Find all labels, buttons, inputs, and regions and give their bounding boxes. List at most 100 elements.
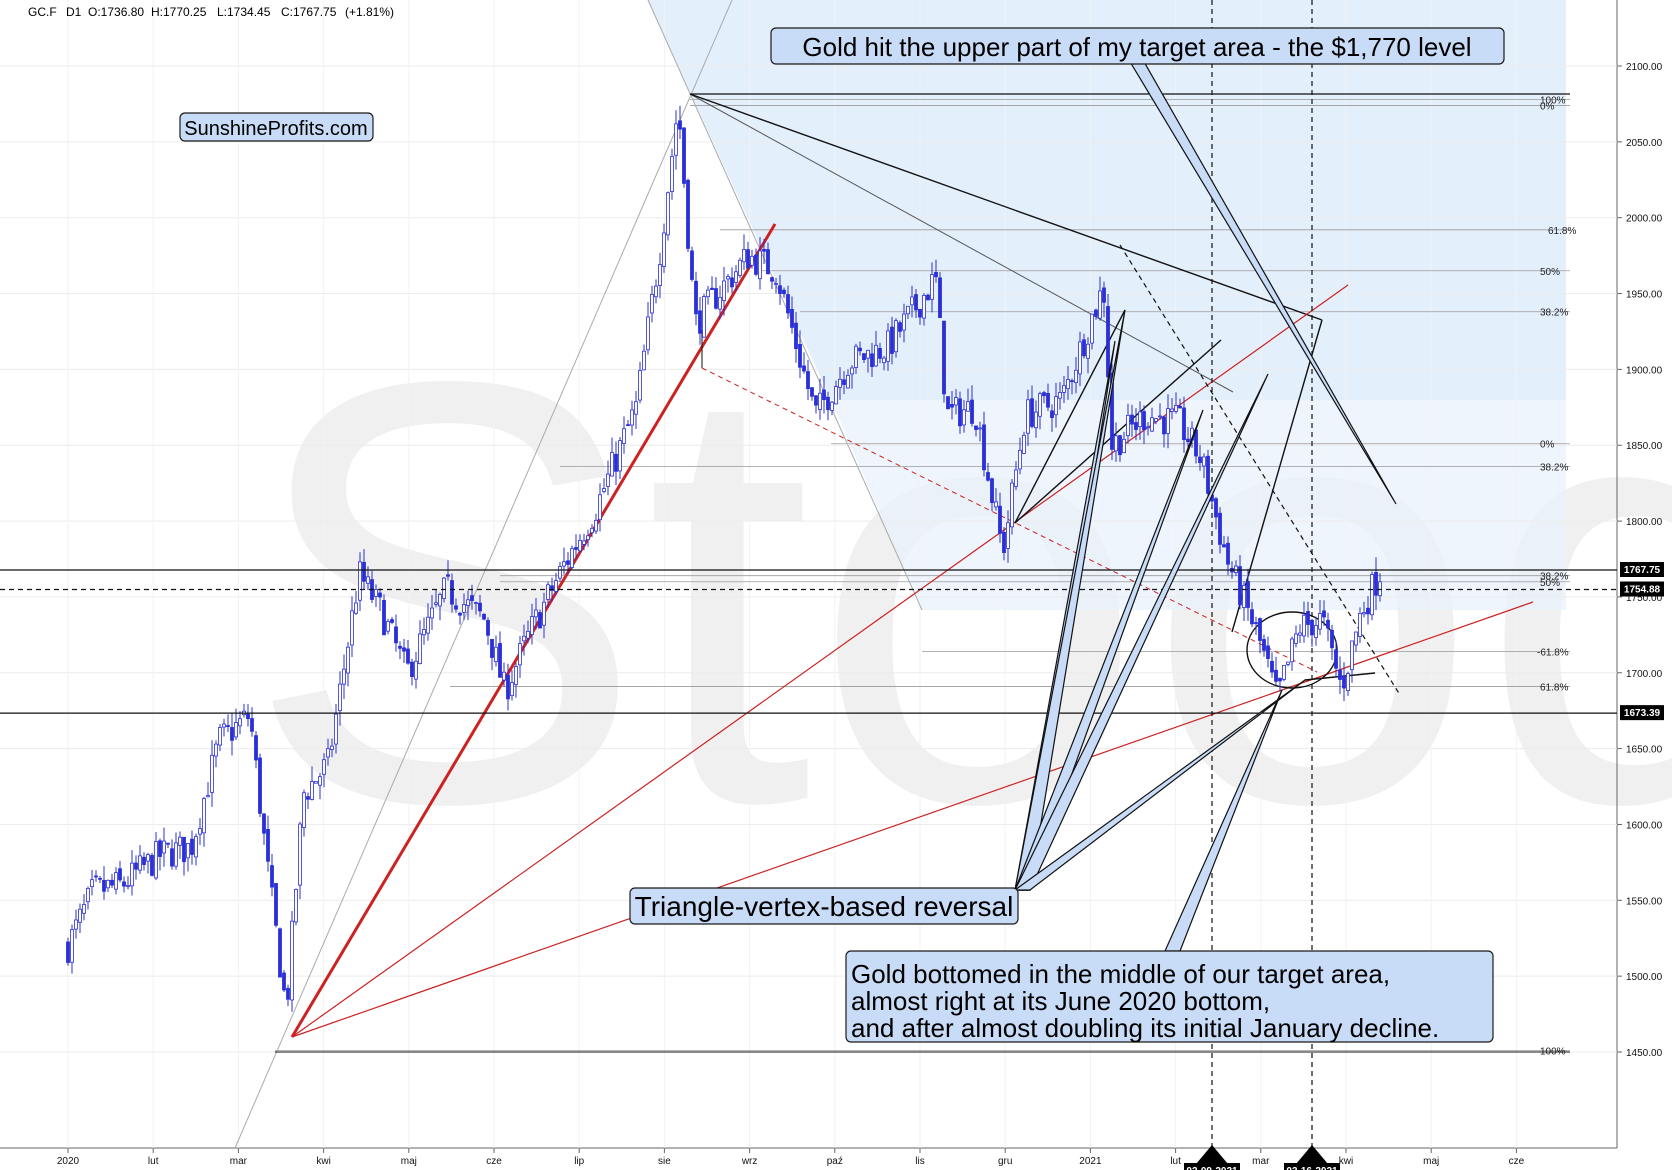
- candle-body: [614, 453, 618, 472]
- candle-body: [650, 294, 654, 314]
- candle-body: [846, 374, 850, 389]
- candle-body: [638, 370, 642, 401]
- candle-body: [1198, 456, 1202, 463]
- candle-body: [670, 155, 674, 192]
- header-open: O:1736.80: [88, 5, 144, 19]
- candle-body: [330, 745, 334, 750]
- candle-body: [274, 883, 278, 926]
- candle-body: [1010, 482, 1014, 528]
- candle-body: [126, 885, 130, 887]
- candle-body: [946, 396, 950, 410]
- candle-body: [570, 548, 574, 568]
- candle-body: [682, 127, 686, 184]
- candle-body: [1186, 438, 1190, 443]
- candle-body: [874, 344, 878, 367]
- candle-body: [162, 840, 166, 854]
- candle-body: [966, 401, 970, 412]
- candle-body: [994, 501, 998, 508]
- candle-body: [510, 682, 514, 697]
- candle-body: [582, 540, 586, 545]
- candle-body: [1014, 469, 1018, 487]
- candle-body: [914, 294, 918, 311]
- candle-body: [982, 424, 986, 471]
- candle-body: [118, 868, 122, 881]
- candle-body: [1094, 309, 1098, 317]
- candle-body: [990, 478, 994, 503]
- candle-body: [222, 723, 226, 728]
- time-tick-label: kwi: [1339, 1156, 1353, 1167]
- time-tick-label: 2020: [57, 1156, 80, 1167]
- candle-body: [746, 249, 750, 269]
- candle-body: [150, 854, 154, 876]
- candle-body: [178, 836, 182, 846]
- candle-body: [678, 120, 682, 130]
- price-tick-label: 1750.00: [1626, 593, 1663, 604]
- candle-body: [854, 345, 858, 368]
- header-low: L:1734.45: [217, 5, 271, 19]
- upper-trend-line: [689, 93, 1323, 321]
- chart-header: GC.F D1 O:1736.80 H:1770.25 L:1734.45 C:…: [28, 5, 394, 19]
- candle-body: [70, 929, 74, 963]
- candle-body: [1330, 629, 1334, 649]
- fib-label: -61.8%: [1537, 648, 1569, 659]
- price-tick-label: 2050.00: [1626, 138, 1663, 149]
- candle-body: [378, 592, 382, 598]
- red-dashed-line: [701, 367, 1318, 673]
- candle-body: [1038, 393, 1042, 417]
- candle-body: [454, 605, 458, 610]
- candle-body: [610, 452, 614, 477]
- candle-body: [870, 353, 874, 368]
- candle-body: [1046, 393, 1050, 408]
- annotation-pointers: [1013, 59, 1397, 952]
- candle-body: [418, 633, 422, 664]
- price-tick-label: 1650.00: [1626, 745, 1663, 756]
- fib-levels: 100%0%61.8%50%38.2%0%38.2%38.2%50%-61.8%…: [275, 95, 1576, 1057]
- fib-label: 61.8%: [1540, 682, 1568, 693]
- candle-body: [1170, 408, 1174, 412]
- candle-body: [706, 289, 710, 298]
- svg-text:and after almost doubling its: and after almost doubling its initial Ja…: [851, 1013, 1439, 1043]
- svg-text:03-16-2021: 03-16-2021: [1286, 1166, 1338, 1170]
- annotation-middle: Triangle-vertex-based reversal: [629, 887, 1019, 925]
- candle-body: [1294, 633, 1298, 644]
- candle-body: [450, 580, 454, 605]
- price-tick-label: 1700.00: [1626, 669, 1663, 680]
- candle-body: [838, 378, 842, 388]
- candle-body: [646, 316, 650, 351]
- header-close: C:1767.75: [281, 5, 337, 19]
- candle-body: [1166, 408, 1170, 434]
- svg-text:almost right at its June 2020: almost right at its June 2020 bottom,: [851, 986, 1270, 1016]
- candle-body: [866, 349, 870, 359]
- candle-body: [586, 535, 590, 541]
- candle-body: [290, 920, 294, 1001]
- candle-body: [470, 595, 474, 601]
- candle-body: [810, 387, 814, 397]
- candle-body: [82, 904, 86, 914]
- candle-body: [1142, 411, 1146, 431]
- candle-body: [978, 427, 982, 430]
- candle-body: [102, 879, 106, 892]
- candle-body: [718, 296, 722, 310]
- price-tick-label: 1850.00: [1626, 441, 1663, 452]
- candle-body: [778, 285, 782, 294]
- candle-body: [834, 386, 838, 405]
- candle-body: [986, 472, 990, 481]
- svg-text:Gold bottomed in the middle of: Gold bottomed in the middle of our targe…: [851, 959, 1390, 989]
- candle-body: [246, 713, 250, 720]
- candle-body: [1206, 455, 1210, 494]
- candle-body: [542, 601, 546, 626]
- price-tag-close: 1767.75: [1620, 561, 1664, 577]
- candle-body: [226, 725, 230, 727]
- candle-body: [618, 440, 622, 472]
- annotation-bottom: Gold bottomed in the middle of our targe…: [845, 950, 1494, 1043]
- candle-body: [750, 255, 754, 266]
- candle-body: [198, 828, 202, 835]
- candle-body: [1222, 544, 1226, 548]
- candle-body: [702, 296, 706, 338]
- candle-body: [890, 326, 894, 354]
- candle-body: [1362, 612, 1366, 615]
- time-tick-label: mar: [1252, 1156, 1270, 1167]
- candle-body: [594, 519, 598, 532]
- time-tick-label: mar: [230, 1156, 248, 1167]
